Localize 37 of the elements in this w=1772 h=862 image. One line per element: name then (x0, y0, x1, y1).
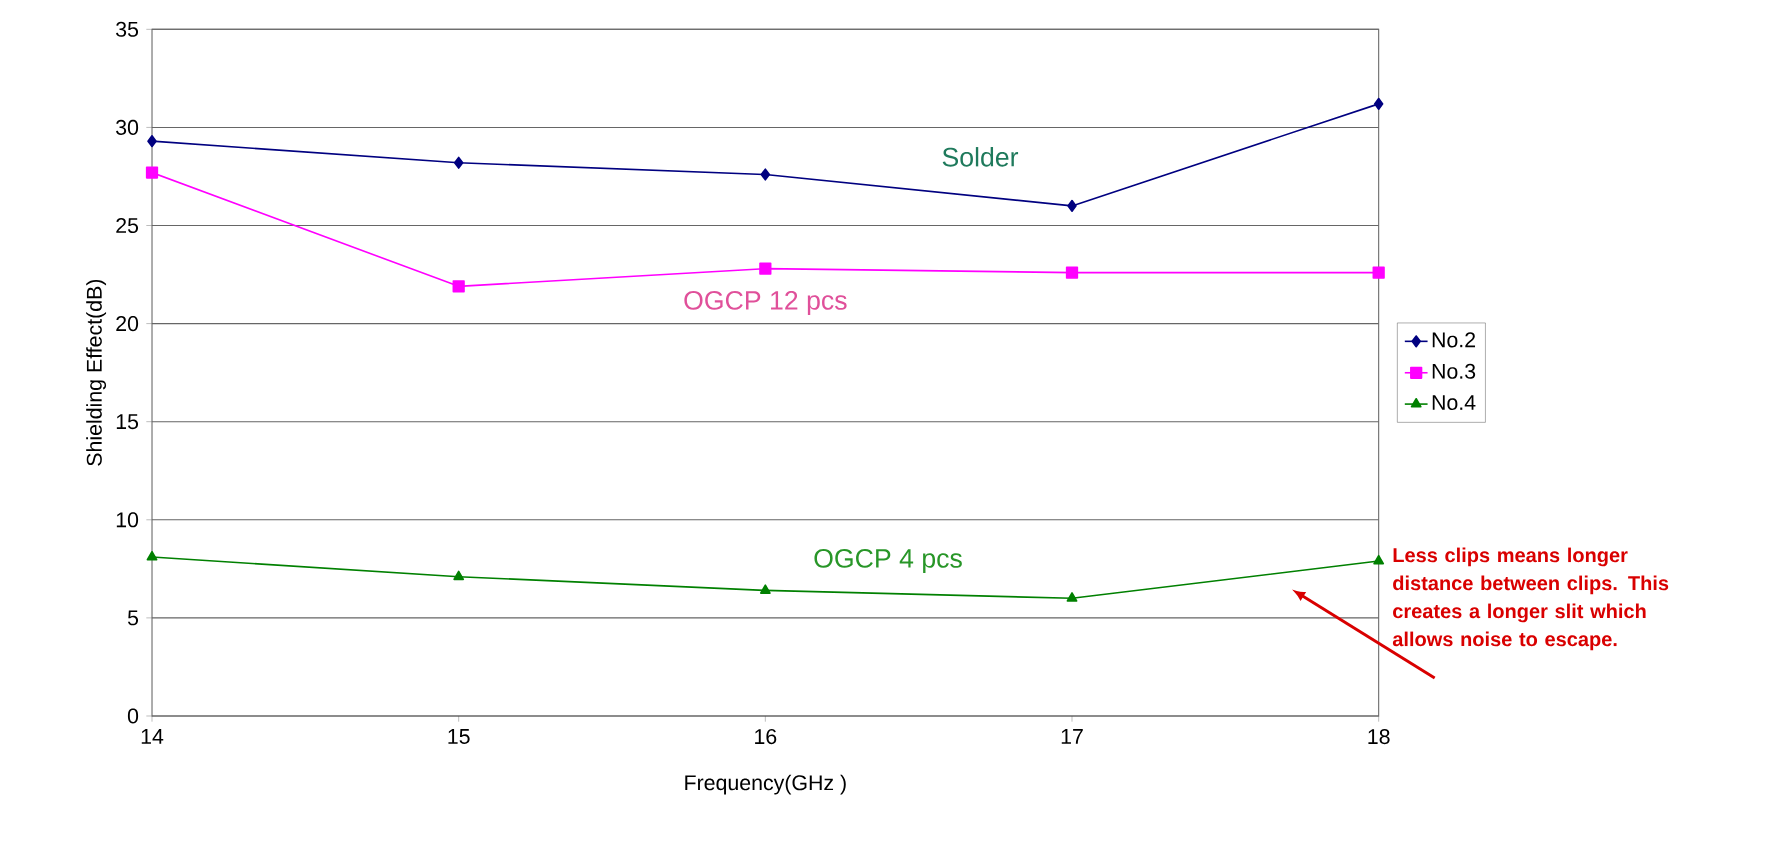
point (1066, 592, 1078, 602)
annotation: OGCP 12 pcs (684, 290, 847, 316)
y-tick-label: 35 (116, 21, 139, 37)
y-tick-label: 5 (127, 610, 139, 626)
point (1373, 97, 1384, 110)
y-tick-label: 25 (116, 217, 139, 234)
point (760, 168, 771, 181)
point (453, 570, 465, 581)
x-tick-label: 14 (141, 729, 164, 744)
point (452, 280, 465, 293)
annotation: Solder (942, 147, 1019, 167)
point (1373, 554, 1385, 565)
x-tick-label: 18 (1368, 729, 1390, 745)
point (1372, 266, 1385, 279)
point (147, 135, 157, 148)
y-tick-label: 30 (116, 119, 139, 135)
point (759, 584, 771, 594)
point (1067, 199, 1077, 213)
x-tick-label: 15 (448, 729, 470, 744)
y-tick-label: 10 (116, 512, 139, 528)
y-tick-label: 15 (116, 414, 139, 430)
point (146, 550, 158, 561)
x-tick-label: 17 (1061, 729, 1083, 744)
legend-label: No.4 (1432, 395, 1476, 411)
point (145, 166, 159, 179)
legend-label: No.3 (1432, 363, 1476, 379)
x-axis-title: Frequency(GHz ) (685, 774, 846, 795)
legend-label: No.2 (1432, 332, 1476, 348)
x-tick-label: 16 (755, 729, 777, 745)
y-tick-label: 0 (127, 708, 139, 724)
point (759, 262, 772, 275)
text: Less clips means longer distance between clips. This creates a longer slit which allows noise to escape. (1392, 547, 1669, 651)
annotation: OGCP 4 pcs (814, 548, 962, 574)
point (1065, 266, 1079, 279)
y-tick-label: 20 (116, 316, 139, 332)
y-axis-title: Shielding Effect(dB) (86, 279, 107, 466)
point (453, 156, 464, 169)
